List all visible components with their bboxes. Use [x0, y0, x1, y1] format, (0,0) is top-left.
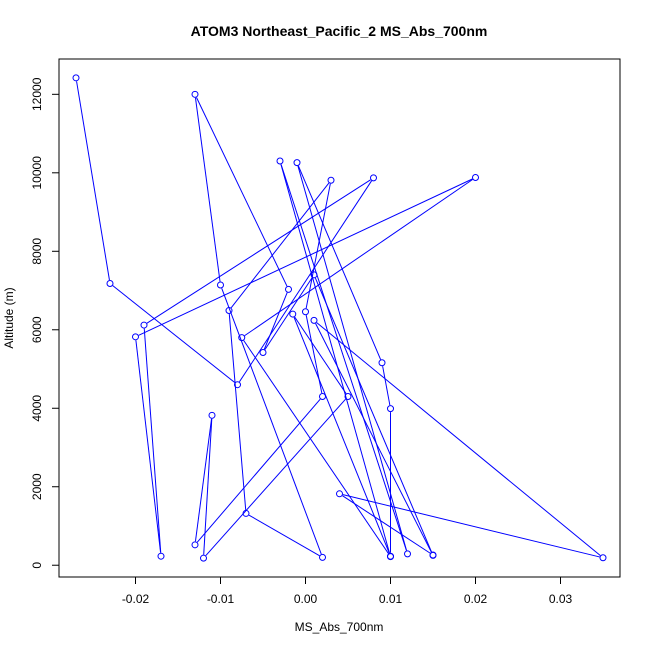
series-segment: [305, 315, 323, 394]
series-segment: [138, 178, 473, 336]
series-segment: [143, 328, 162, 553]
series-segment: [196, 398, 321, 543]
y-axis-label: Altitude (m): [2, 287, 16, 348]
series-points: [72, 74, 607, 562]
x-axis: -0.02 -0.01 0.00 0.01 0.02 0.03: [122, 576, 573, 606]
data-point: [132, 333, 139, 341]
data-point: [289, 310, 297, 318]
data-point: [378, 359, 386, 367]
data-point: [242, 509, 250, 517]
series-segment: [244, 179, 473, 337]
series-segment: [297, 165, 408, 551]
data-point: [319, 553, 326, 561]
data-point: [370, 174, 377, 182]
x-tick-label: 0.01: [379, 592, 403, 606]
data-point: [302, 308, 309, 316]
series-segment: [135, 340, 162, 553]
series-segment: [342, 494, 600, 558]
series-segment: [203, 418, 213, 555]
y-tick-label: 6000: [30, 316, 44, 343]
series-segment: [280, 164, 391, 554]
data-point: [225, 307, 233, 315]
y-tick-label: 10000: [30, 156, 44, 190]
chart-title: ATOM3 Northeast_Pacific_2 MS_Abs_700nm: [191, 23, 488, 39]
series-lines: [76, 81, 601, 558]
data-point: [310, 271, 318, 279]
series-segment: [297, 165, 382, 360]
data-point: [217, 281, 224, 289]
series-segment: [76, 81, 110, 281]
data-point: [234, 381, 241, 389]
series-segment: [205, 398, 347, 556]
x-axis-label: MS_Abs_700nm: [295, 620, 384, 634]
series-segment: [294, 316, 347, 394]
data-point: [238, 334, 246, 342]
data-point: [285, 285, 292, 293]
series-segment: [228, 313, 247, 510]
y-tick-label: 8000: [30, 238, 44, 265]
series-segment: [382, 366, 391, 406]
series-segment: [316, 322, 601, 556]
data-point: [404, 550, 411, 558]
data-point: [472, 174, 479, 182]
data-point: [140, 321, 148, 329]
y-tick-label: 4000: [30, 395, 44, 422]
data-point: [387, 552, 394, 560]
y-tick-label: 12000: [30, 77, 44, 111]
series-segment: [194, 418, 213, 542]
data-point: [336, 490, 343, 498]
series-segment: [230, 182, 330, 309]
series-segment: [146, 179, 371, 324]
data-point: [276, 157, 284, 165]
data-point: [310, 316, 318, 324]
data-point: [200, 554, 207, 562]
series-segment: [196, 97, 288, 287]
data-point: [208, 411, 216, 419]
data-point: [72, 74, 80, 82]
x-tick-label: 0.00: [294, 592, 318, 606]
series-segment: [342, 495, 431, 554]
y-axis: 0 2000 4000 6000 8000 10000 12000: [30, 77, 60, 569]
series-segment: [263, 292, 288, 350]
series-segment: [293, 317, 390, 554]
data-point: [319, 392, 326, 400]
data-point: [344, 392, 352, 400]
series-segment: [315, 323, 432, 553]
data-point: [259, 349, 267, 357]
data-point: [191, 90, 199, 98]
series-segment: [243, 340, 389, 554]
data-point: [106, 279, 114, 287]
data-point: [387, 405, 394, 413]
data-point: [327, 176, 335, 184]
data-point: [157, 552, 165, 560]
data-point: [429, 551, 437, 559]
series-segment: [305, 183, 331, 309]
series-segment: [112, 285, 236, 383]
y-tick-label: 0: [30, 562, 44, 569]
y-tick-label: 2000: [30, 473, 44, 500]
x-tick-label: 0.03: [549, 592, 573, 606]
series-segment: [248, 514, 320, 557]
data-point: [191, 541, 199, 549]
series-segment: [221, 288, 322, 555]
x-tick-label: -0.02: [122, 592, 150, 606]
plot-frame: [58, 58, 621, 578]
series-segment: [264, 277, 313, 350]
series-segment: [280, 164, 407, 551]
series-segment: [194, 97, 221, 282]
series-segment: [314, 277, 433, 553]
x-tick-label: 0.02: [464, 592, 488, 606]
series-segment: [239, 180, 372, 383]
x-tick-label: -0.01: [207, 592, 235, 606]
data-point: [293, 159, 301, 167]
data-point: [599, 554, 607, 562]
